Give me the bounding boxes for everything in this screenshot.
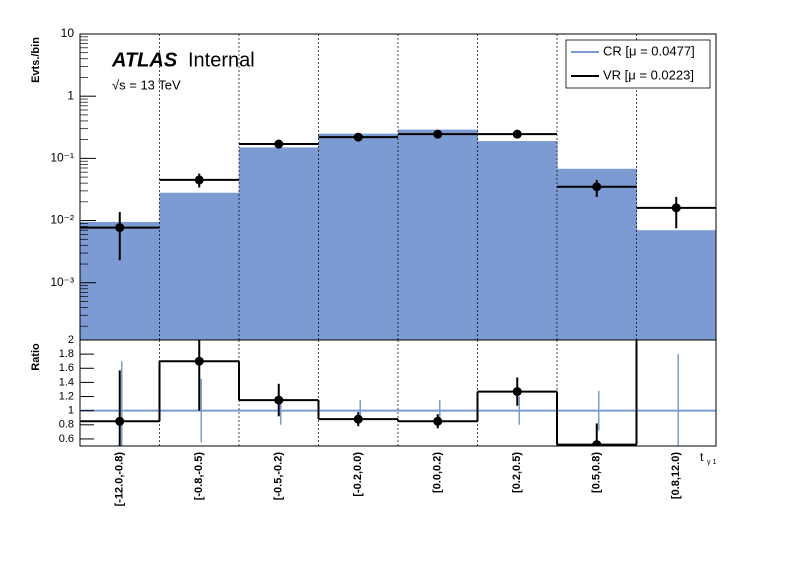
y-tick-label: 10⁻³ bbox=[50, 275, 74, 289]
ratio-axis-label: Ratio bbox=[30, 343, 42, 371]
vr-point bbox=[353, 132, 363, 142]
x-tick-label: [-0.5,-0.2) bbox=[273, 452, 285, 501]
y-tick-label: 10⁻² bbox=[50, 213, 74, 227]
ratio-point bbox=[433, 416, 443, 426]
overlay: 10⁻³ 10⁻² 10⁻¹ 1 10 0.6 0.8 1 1.2 1.4 1.6 1.8 2 [-12.… bbox=[50, 26, 717, 507]
y-tick-label: 1 bbox=[67, 88, 74, 102]
ratio-y-tick-label: 0.6 bbox=[59, 433, 74, 445]
cr-bar bbox=[239, 147, 319, 340]
x-tick-label: [0.8,12.0) bbox=[670, 452, 682, 499]
x-tick-label: [-0.2,0.0) bbox=[352, 452, 364, 497]
ratio-point bbox=[592, 440, 602, 446]
cr-bar bbox=[159, 192, 240, 340]
cr-bar bbox=[398, 129, 478, 340]
ratio-y-tick-label: 0.8 bbox=[59, 419, 74, 431]
ratio-y-tick-label: 1.8 bbox=[59, 348, 74, 360]
energy-label: √s = 13 TeV bbox=[112, 77, 181, 92]
status-label: Internal bbox=[188, 49, 255, 71]
ratio-point bbox=[115, 416, 125, 426]
x-tick-label: [0.0,0.2) bbox=[432, 452, 444, 493]
legend-label: VR [μ = 0.0223] bbox=[603, 67, 694, 82]
legend-box bbox=[565, 39, 711, 89]
x-tick-label: [0.5,0.8) bbox=[591, 452, 603, 493]
vr-point bbox=[274, 139, 284, 149]
vr-point bbox=[433, 129, 443, 139]
ratio-frame bbox=[79, 339, 717, 447]
vr-point bbox=[194, 175, 204, 185]
cr-bar bbox=[557, 168, 637, 340]
ratio-y-tick-label: 2 bbox=[68, 334, 74, 346]
cr-bar bbox=[636, 230, 716, 340]
ratio-point bbox=[194, 356, 204, 366]
cr-bar bbox=[318, 133, 399, 340]
x-axis-label: t bbox=[700, 450, 704, 464]
cr-bar bbox=[477, 141, 558, 340]
ratio-y-tick-label: 1 bbox=[68, 405, 74, 417]
x-axis-label-sub: γ 1 bbox=[707, 459, 716, 466]
ratio-y-tick-label: 1.6 bbox=[59, 362, 74, 374]
ratio-y-tick-label: 1.4 bbox=[59, 376, 74, 388]
top-panel bbox=[80, 129, 716, 340]
ratio-point bbox=[274, 395, 284, 405]
vr-point bbox=[512, 129, 522, 139]
ratio-point bbox=[353, 414, 363, 424]
y-tick-label: 10 bbox=[61, 26, 75, 40]
atlas-label: ATLAS bbox=[111, 49, 178, 71]
ratio-y-tick-label: 1.2 bbox=[59, 390, 74, 402]
ratio-point bbox=[512, 387, 522, 397]
vr-point bbox=[671, 203, 681, 213]
y-tick-label: 10⁻¹ bbox=[50, 151, 74, 165]
legend-label: CR [μ = 0.0477] bbox=[603, 43, 695, 58]
vr-point bbox=[592, 182, 602, 192]
x-tick-label: [-0.8,-0.5) bbox=[193, 452, 205, 501]
y-axis-label: Evts./bin bbox=[30, 37, 42, 83]
x-tick-label: [0.2,0.5) bbox=[511, 452, 523, 493]
vr-point bbox=[115, 223, 125, 233]
ratio-panel bbox=[80, 340, 716, 446]
x-tick-label: [-12.0,-0.8) bbox=[114, 452, 126, 507]
